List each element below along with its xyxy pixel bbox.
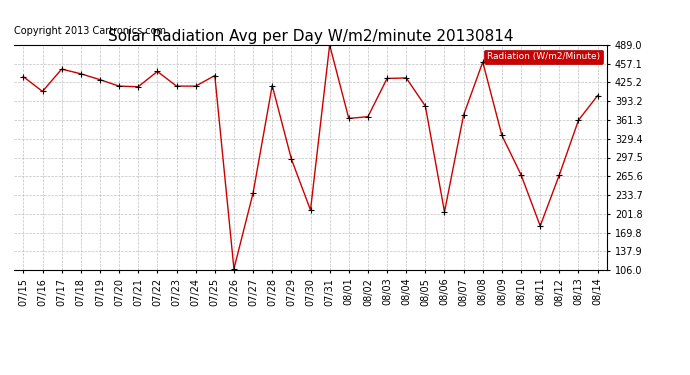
Legend: Radiation (W/m2/Minute): Radiation (W/m2/Minute): [484, 50, 602, 64]
Text: Copyright 2013 Cartronics.com: Copyright 2013 Cartronics.com: [14, 26, 166, 36]
Title: Solar Radiation Avg per Day W/m2/minute 20130814: Solar Radiation Avg per Day W/m2/minute …: [108, 29, 513, 44]
